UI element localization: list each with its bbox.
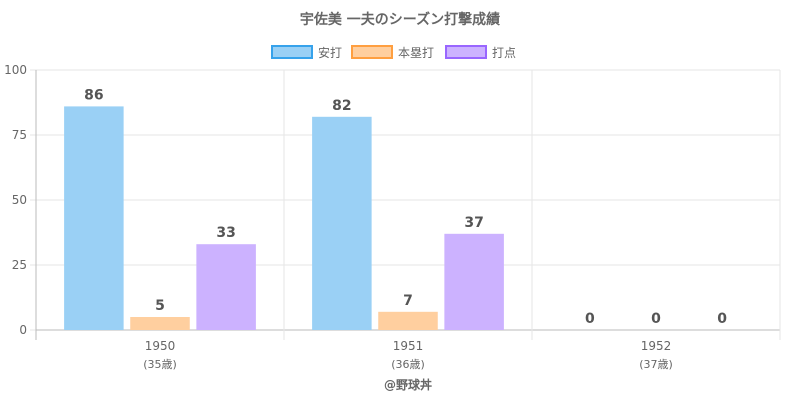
x-tick-label: 1951 bbox=[393, 339, 424, 353]
x-tick-sublabel: (37歳) bbox=[639, 358, 673, 371]
bar-1-1950[interactable] bbox=[64, 106, 124, 331]
data-label: 7 bbox=[403, 293, 413, 309]
bar-1-1951[interactable] bbox=[312, 116, 372, 330]
legend-item-3[interactable]: 打点 bbox=[445, 45, 516, 60]
bar-3-1950[interactable] bbox=[196, 244, 256, 330]
data-label: 0 bbox=[717, 311, 727, 327]
x-tick-label: 1952 bbox=[641, 339, 672, 353]
legend-item-1[interactable]: 安打 bbox=[271, 45, 342, 60]
legend[interactable]: 安打 本塁打 打点 bbox=[271, 45, 516, 60]
legend-swatch bbox=[271, 45, 313, 59]
bar-3-1951[interactable] bbox=[444, 233, 504, 330]
grid bbox=[30, 69, 781, 340]
legend-swatch bbox=[445, 45, 487, 59]
x-axis: 1950 (35歳) 1951 (36歳) 1952 (37歳) bbox=[143, 339, 673, 371]
bar-2-1951[interactable] bbox=[378, 311, 438, 330]
legend-swatch bbox=[351, 45, 393, 59]
data-label: 5 bbox=[155, 298, 165, 314]
y-tick-label: 100 bbox=[4, 63, 27, 77]
x-tick-label: 1950 bbox=[145, 339, 176, 353]
data-label: 33 bbox=[216, 225, 235, 241]
legend-label: 安打 bbox=[318, 45, 342, 60]
credit-text: @野球丼 bbox=[384, 377, 432, 392]
data-label: 82 bbox=[332, 98, 351, 114]
bar-2-1950[interactable] bbox=[130, 317, 190, 330]
x-tick-sublabel: (35歳) bbox=[143, 358, 177, 371]
y-tick-label: 50 bbox=[12, 193, 27, 207]
data-label: 37 bbox=[464, 215, 483, 231]
data-label: 86 bbox=[84, 87, 103, 103]
chart-title: 宇佐美 一夫のシーズン打撃成績 bbox=[300, 11, 500, 28]
data-label: 0 bbox=[651, 311, 661, 327]
data-label: 0 bbox=[585, 311, 595, 327]
legend-label: 打点 bbox=[492, 46, 516, 60]
bars bbox=[64, 106, 504, 331]
legend-label: 本塁打 bbox=[398, 46, 434, 60]
y-tick-label: 0 bbox=[19, 323, 27, 337]
data-labels: 86 5 33 82 7 37 0 0 0 bbox=[84, 87, 727, 327]
legend-item-2[interactable]: 本塁打 bbox=[351, 45, 434, 60]
y-tick-label: 25 bbox=[12, 258, 27, 272]
x-tick-sublabel: (36歳) bbox=[391, 358, 425, 371]
y-tick-label: 75 bbox=[12, 128, 27, 142]
y-axis: 0 25 50 75 100 bbox=[4, 63, 27, 337]
